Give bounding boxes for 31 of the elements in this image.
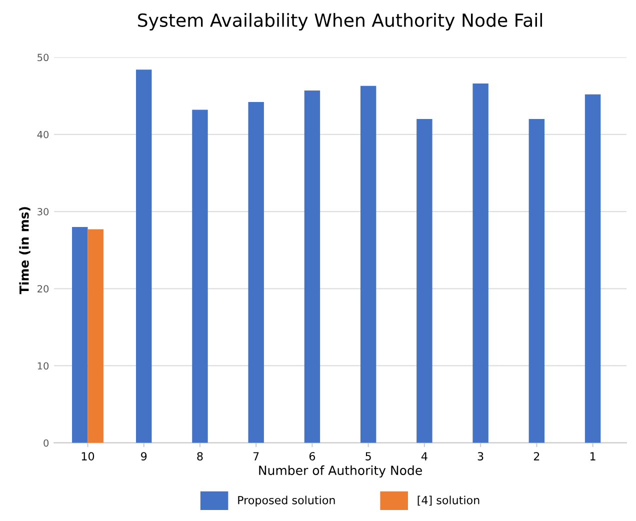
bar bbox=[248, 102, 264, 443]
x-tick-label: 8 bbox=[197, 452, 203, 460]
x-tick-label: 3 bbox=[478, 452, 484, 460]
y-tick-label: 50 bbox=[38, 54, 49, 62]
y-tick-label: 30 bbox=[38, 208, 49, 216]
x-tick-label: 10 bbox=[82, 452, 94, 460]
x-tick-label: 5 bbox=[366, 452, 371, 460]
legend-label: [4] solution bbox=[418, 496, 480, 506]
x-tick-label: 7 bbox=[253, 452, 259, 460]
legend-label: Proposed solution bbox=[238, 496, 335, 506]
bar bbox=[416, 118, 432, 443]
y-tick-label: 0 bbox=[44, 439, 49, 447]
x-tick-label: 9 bbox=[141, 452, 147, 460]
y-tick-label: 10 bbox=[38, 362, 49, 370]
x-tick-label: 1 bbox=[590, 452, 596, 460]
bar bbox=[528, 118, 545, 443]
bar bbox=[136, 70, 152, 443]
x-tick-label: 4 bbox=[421, 452, 428, 460]
bar bbox=[88, 229, 104, 443]
x-axis-title: Number of Authority Node bbox=[259, 465, 422, 478]
x-tick-label: 2 bbox=[534, 452, 540, 460]
y-tick-label: 40 bbox=[37, 130, 49, 138]
bar bbox=[584, 94, 601, 443]
bar bbox=[192, 110, 208, 443]
y-tick-label: 20 bbox=[38, 285, 49, 292]
chart-title: System Availability When Authority Node Fail bbox=[138, 13, 542, 31]
bar bbox=[304, 90, 320, 443]
bar bbox=[472, 84, 488, 443]
x-tick-label: 6 bbox=[309, 452, 316, 460]
y-axis-title: Time (in ms) bbox=[19, 207, 30, 294]
bar bbox=[360, 86, 376, 443]
